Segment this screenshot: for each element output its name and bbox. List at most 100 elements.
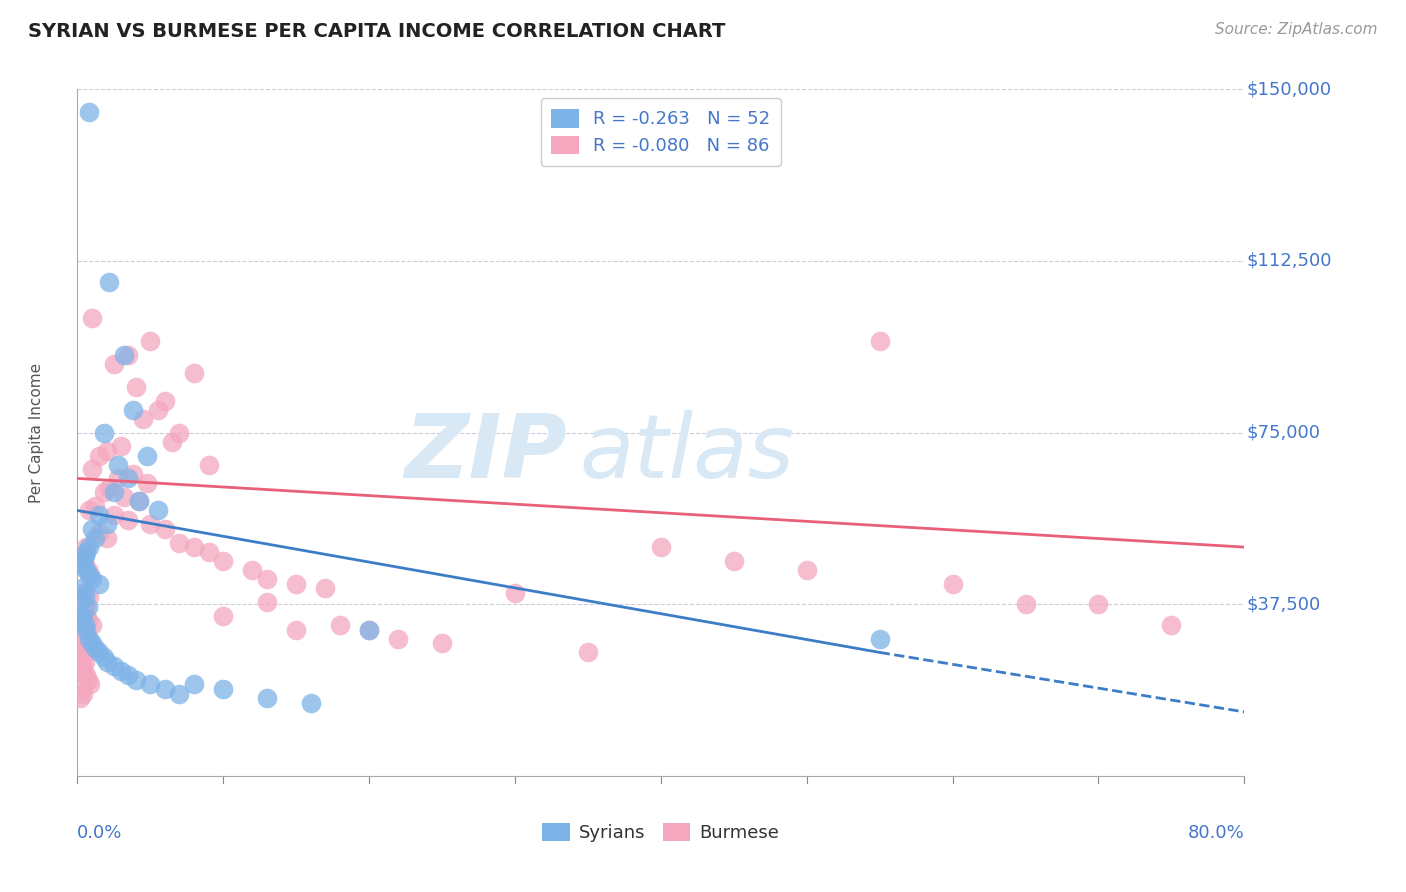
Point — [80, 572, 103, 586]
Point — [70, 595, 93, 609]
Point — [89, 449, 111, 463]
Point — [869, 334, 891, 348]
Point — [93, 650, 115, 665]
Point — [72, 604, 94, 618]
Point — [75, 540, 97, 554]
Point — [146, 402, 169, 417]
Text: Source: ZipAtlas.com: Source: ZipAtlas.com — [1215, 22, 1378, 37]
Text: Per Capita Income: Per Capita Income — [30, 362, 44, 503]
Point — [70, 608, 93, 623]
Point — [70, 554, 93, 568]
Text: ZIP: ZIP — [405, 409, 568, 497]
Point — [128, 494, 150, 508]
Point — [77, 503, 100, 517]
Point — [75, 623, 97, 637]
Point — [73, 549, 96, 564]
Point — [103, 357, 125, 371]
Point — [796, 563, 818, 577]
Point — [197, 544, 219, 558]
Point — [70, 659, 93, 673]
Point — [70, 650, 93, 665]
Legend: Syrians, Burmese: Syrians, Burmese — [536, 815, 786, 849]
Point — [80, 522, 103, 536]
Point — [89, 645, 111, 659]
Point — [93, 425, 115, 440]
Point — [72, 613, 94, 627]
Text: $112,500: $112,500 — [1247, 252, 1331, 270]
Point — [117, 348, 139, 362]
Point — [73, 632, 96, 646]
Point — [75, 668, 97, 682]
Point — [1087, 598, 1109, 612]
Text: atlas: atlas — [579, 410, 794, 496]
Point — [240, 563, 263, 577]
Point — [112, 348, 135, 362]
Point — [503, 586, 526, 600]
Point — [146, 503, 169, 517]
Point — [70, 681, 93, 696]
Text: $75,000: $75,000 — [1247, 424, 1320, 442]
Point — [75, 586, 97, 600]
Point — [723, 554, 745, 568]
Point — [357, 623, 380, 637]
Point — [96, 444, 118, 458]
Point — [160, 434, 183, 449]
Point — [72, 549, 94, 564]
Point — [69, 691, 91, 706]
Point — [77, 105, 100, 120]
Point — [357, 623, 380, 637]
Point — [76, 673, 98, 687]
Point — [103, 508, 125, 522]
Point — [139, 677, 162, 691]
Point — [96, 655, 118, 669]
Point — [139, 517, 162, 532]
Point — [77, 540, 100, 554]
Text: 80.0%: 80.0% — [1188, 824, 1244, 842]
Point — [72, 664, 94, 678]
Point — [139, 334, 162, 348]
Point — [76, 613, 98, 627]
Point — [70, 582, 93, 596]
Point — [107, 471, 129, 485]
Point — [80, 636, 103, 650]
Point — [153, 393, 176, 408]
Point — [77, 632, 100, 646]
Point — [110, 664, 132, 678]
Point — [650, 540, 672, 554]
Point — [73, 599, 96, 614]
Point — [1014, 598, 1036, 612]
Point — [387, 632, 409, 646]
Point — [73, 618, 96, 632]
Point — [73, 558, 96, 573]
Point — [1160, 618, 1182, 632]
Point — [329, 618, 352, 632]
Point — [72, 640, 94, 655]
Point — [69, 595, 91, 609]
Point — [869, 632, 891, 646]
Point — [110, 439, 132, 453]
Point — [75, 608, 97, 623]
Point — [314, 582, 336, 596]
Point — [128, 494, 150, 508]
Point — [112, 490, 135, 504]
Point — [169, 535, 191, 549]
Point — [153, 522, 176, 536]
Point — [942, 576, 965, 591]
Point — [72, 554, 94, 568]
Point — [75, 645, 97, 659]
Point — [80, 311, 103, 326]
Point — [121, 467, 143, 481]
Point — [77, 636, 100, 650]
Point — [117, 471, 139, 485]
Text: SYRIAN VS BURMESE PER CAPITA INCOME CORRELATION CHART: SYRIAN VS BURMESE PER CAPITA INCOME CORR… — [28, 22, 725, 41]
Point — [70, 627, 93, 641]
Point — [212, 681, 235, 696]
Point — [89, 576, 111, 591]
Point — [80, 462, 103, 476]
Point — [93, 485, 115, 500]
Point — [76, 599, 98, 614]
Point — [77, 591, 100, 605]
Point — [117, 513, 139, 527]
Point — [285, 576, 308, 591]
Point — [576, 645, 599, 659]
